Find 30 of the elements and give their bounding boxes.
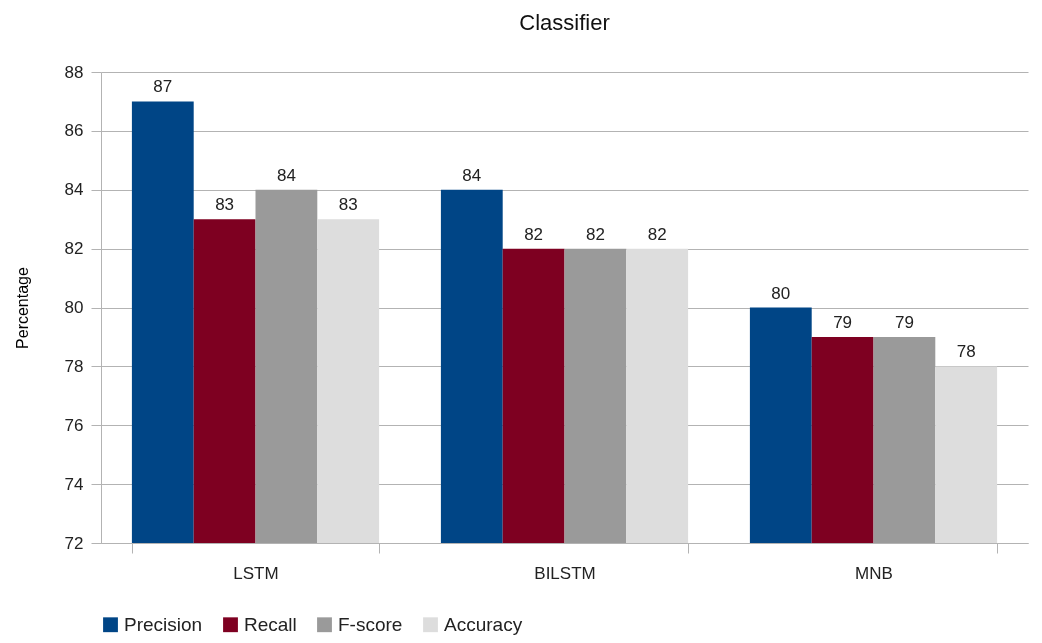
- data-label: 82: [647, 224, 667, 244]
- y-tick-label: 78: [64, 356, 84, 376]
- y-tick-label: 80: [64, 298, 84, 317]
- data-label: 82: [524, 224, 544, 244]
- y-tick-label: 84: [64, 180, 84, 200]
- data-label: 84: [276, 165, 296, 185]
- data-label: 84: [462, 165, 482, 185]
- legend-label: Recall: [244, 613, 297, 635]
- y-tick-label: 72: [64, 533, 84, 553]
- data-label: 79: [894, 312, 914, 332]
- data-label: 79: [833, 312, 853, 332]
- data-label: 82: [585, 224, 605, 244]
- data-label: 78: [956, 342, 976, 362]
- y-axis-title: Percentage: [13, 266, 31, 349]
- x-tick-label: MNB: [855, 563, 893, 583]
- y-tick-label: 76: [64, 415, 84, 435]
- chart-title: Classifier: [519, 10, 610, 35]
- legend-label: Precision: [124, 613, 203, 635]
- data-label: 80: [771, 283, 791, 303]
- legend-label: F-score: [338, 613, 403, 635]
- data-label: 83: [215, 195, 235, 215]
- y-tick-label: 74: [64, 474, 84, 494]
- data-label: 87: [153, 77, 173, 97]
- x-tick-label: LSTM: [233, 563, 279, 583]
- data-label: 83: [338, 195, 358, 215]
- y-tick-label: 88: [64, 62, 84, 82]
- x-tick-label: BILSTM: [534, 563, 596, 583]
- y-tick-label: 86: [64, 121, 84, 141]
- legend-label: Accuracy: [444, 613, 523, 635]
- y-tick-label: 82: [64, 239, 84, 259]
